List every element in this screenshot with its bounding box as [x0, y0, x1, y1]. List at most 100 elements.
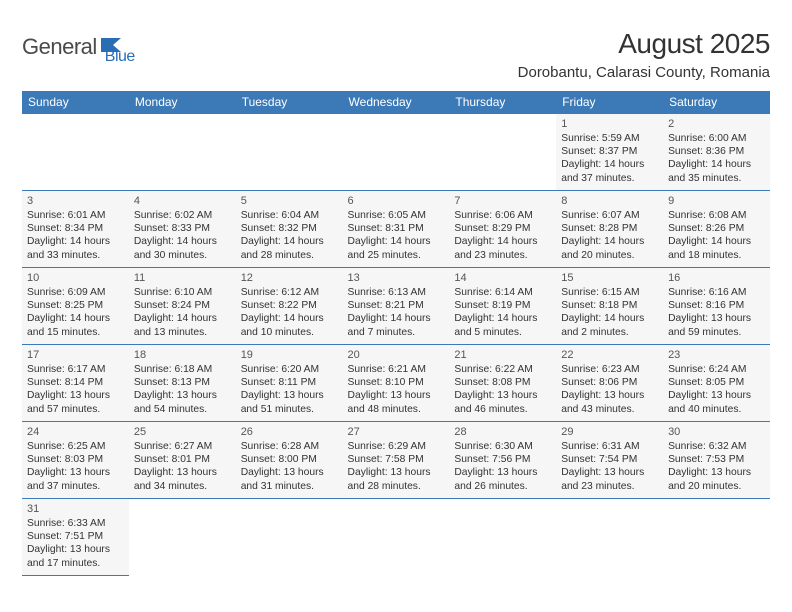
calendar-cell: 23Sunrise: 6:24 AMSunset: 8:05 PMDayligh… — [663, 345, 770, 422]
cell-line: and 10 minutes. — [241, 326, 338, 339]
cell-line: Sunset: 8:33 PM — [134, 222, 231, 235]
cell-line: and 23 minutes. — [454, 249, 551, 262]
cell-line: Sunrise: 6:07 AM — [561, 209, 658, 222]
cell-line: Sunset: 8:36 PM — [668, 145, 765, 158]
weekday-header-row: SundayMondayTuesdayWednesdayThursdayFrid… — [22, 91, 770, 114]
cell-line: Sunrise: 6:02 AM — [134, 209, 231, 222]
cell-line: and 20 minutes. — [668, 480, 765, 493]
cell-line: Sunset: 8:19 PM — [454, 299, 551, 312]
calendar-cell: 14Sunrise: 6:14 AMSunset: 8:19 PMDayligh… — [449, 268, 556, 345]
cell-line: Daylight: 14 hours — [348, 312, 445, 325]
cell-line: and 30 minutes. — [134, 249, 231, 262]
cell-line: Daylight: 13 hours — [241, 466, 338, 479]
cell-line: and 28 minutes. — [241, 249, 338, 262]
calendar-row: 24Sunrise: 6:25 AMSunset: 8:03 PMDayligh… — [22, 422, 770, 499]
cell-line: Sunset: 8:21 PM — [348, 299, 445, 312]
cell-line: Sunset: 7:56 PM — [454, 453, 551, 466]
cell-line: and 13 minutes. — [134, 326, 231, 339]
cell-line: and 35 minutes. — [668, 172, 765, 185]
day-number: 19 — [241, 348, 338, 362]
cell-line: Sunset: 8:06 PM — [561, 376, 658, 389]
cell-line: and 31 minutes. — [241, 480, 338, 493]
calendar-cell: 11Sunrise: 6:10 AMSunset: 8:24 PMDayligh… — [129, 268, 236, 345]
cell-line: Sunrise: 6:06 AM — [454, 209, 551, 222]
calendar-cell: 12Sunrise: 6:12 AMSunset: 8:22 PMDayligh… — [236, 268, 343, 345]
day-number: 2 — [668, 117, 765, 131]
calendar-cell: 1Sunrise: 5:59 AMSunset: 8:37 PMDaylight… — [556, 114, 663, 191]
cell-line: and 59 minutes. — [668, 326, 765, 339]
cell-line: Sunset: 7:54 PM — [561, 453, 658, 466]
cell-line: Sunset: 8:34 PM — [27, 222, 124, 235]
cell-line: Sunset: 8:18 PM — [561, 299, 658, 312]
calendar-cell: 6Sunrise: 6:05 AMSunset: 8:31 PMDaylight… — [343, 191, 450, 268]
cell-line: Daylight: 13 hours — [561, 389, 658, 402]
cell-line: Sunset: 8:37 PM — [561, 145, 658, 158]
day-number: 14 — [454, 271, 551, 285]
day-number: 21 — [454, 348, 551, 362]
weekday-header: Monday — [129, 91, 236, 114]
day-number: 18 — [134, 348, 231, 362]
cell-line: Daylight: 13 hours — [134, 466, 231, 479]
calendar-cell — [129, 114, 236, 191]
cell-line: Sunrise: 6:09 AM — [27, 286, 124, 299]
cell-line: Daylight: 13 hours — [134, 389, 231, 402]
cell-line: and 54 minutes. — [134, 403, 231, 416]
cell-line: Sunset: 7:51 PM — [27, 530, 124, 543]
cell-line: and 34 minutes. — [134, 480, 231, 493]
cell-line: and 57 minutes. — [27, 403, 124, 416]
day-number: 20 — [348, 348, 445, 362]
cell-line: Sunset: 8:01 PM — [134, 453, 231, 466]
day-number: 23 — [668, 348, 765, 362]
cell-line: Daylight: 13 hours — [27, 389, 124, 402]
cell-line: Sunset: 8:26 PM — [668, 222, 765, 235]
logo-text-general: General — [22, 34, 97, 60]
cell-line: Sunrise: 6:31 AM — [561, 440, 658, 453]
cell-line: Sunrise: 6:13 AM — [348, 286, 445, 299]
calendar-cell: 24Sunrise: 6:25 AMSunset: 8:03 PMDayligh… — [22, 422, 129, 499]
cell-line: Daylight: 13 hours — [27, 466, 124, 479]
cell-line: Daylight: 13 hours — [348, 466, 445, 479]
day-number: 27 — [348, 425, 445, 439]
day-number: 25 — [134, 425, 231, 439]
cell-line: Daylight: 13 hours — [668, 389, 765, 402]
day-number: 31 — [27, 502, 124, 516]
day-number: 30 — [668, 425, 765, 439]
calendar-cell: 30Sunrise: 6:32 AMSunset: 7:53 PMDayligh… — [663, 422, 770, 499]
calendar-cell: 7Sunrise: 6:06 AMSunset: 8:29 PMDaylight… — [449, 191, 556, 268]
calendar-cell: 8Sunrise: 6:07 AMSunset: 8:28 PMDaylight… — [556, 191, 663, 268]
calendar-cell: 22Sunrise: 6:23 AMSunset: 8:06 PMDayligh… — [556, 345, 663, 422]
calendar-cell — [129, 499, 236, 576]
cell-line: and 40 minutes. — [668, 403, 765, 416]
calendar-cell: 31Sunrise: 6:33 AMSunset: 7:51 PMDayligh… — [22, 499, 129, 576]
cell-line: Sunrise: 6:12 AM — [241, 286, 338, 299]
cell-line: Sunset: 7:58 PM — [348, 453, 445, 466]
cell-line: Sunset: 8:14 PM — [27, 376, 124, 389]
cell-line: and 20 minutes. — [561, 249, 658, 262]
calendar-cell — [343, 114, 450, 191]
logo: General Blue — [22, 34, 157, 60]
cell-line: and 51 minutes. — [241, 403, 338, 416]
calendar-cell: 13Sunrise: 6:13 AMSunset: 8:21 PMDayligh… — [343, 268, 450, 345]
calendar-cell — [236, 499, 343, 576]
calendar-table: SundayMondayTuesdayWednesdayThursdayFrid… — [22, 91, 770, 576]
calendar-cell — [449, 114, 556, 191]
calendar-cell — [343, 499, 450, 576]
weekday-header: Tuesday — [236, 91, 343, 114]
cell-line: Sunset: 8:32 PM — [241, 222, 338, 235]
cell-line: Sunrise: 6:14 AM — [454, 286, 551, 299]
cell-line: and 37 minutes. — [561, 172, 658, 185]
cell-line: Sunrise: 6:27 AM — [134, 440, 231, 453]
cell-line: Daylight: 13 hours — [668, 312, 765, 325]
cell-line: and 43 minutes. — [561, 403, 658, 416]
header: General Blue August 2025 Dorobantu, Cala… — [22, 28, 770, 81]
calendar-cell: 3Sunrise: 6:01 AMSunset: 8:34 PMDaylight… — [22, 191, 129, 268]
calendar-cell: 5Sunrise: 6:04 AMSunset: 8:32 PMDaylight… — [236, 191, 343, 268]
cell-line: and 28 minutes. — [348, 480, 445, 493]
calendar-cell: 28Sunrise: 6:30 AMSunset: 7:56 PMDayligh… — [449, 422, 556, 499]
cell-line: Sunrise: 6:18 AM — [134, 363, 231, 376]
calendar-cell: 10Sunrise: 6:09 AMSunset: 8:25 PMDayligh… — [22, 268, 129, 345]
cell-line: and 25 minutes. — [348, 249, 445, 262]
day-number: 3 — [27, 194, 124, 208]
cell-line: Daylight: 14 hours — [561, 312, 658, 325]
calendar-cell: 17Sunrise: 6:17 AMSunset: 8:14 PMDayligh… — [22, 345, 129, 422]
